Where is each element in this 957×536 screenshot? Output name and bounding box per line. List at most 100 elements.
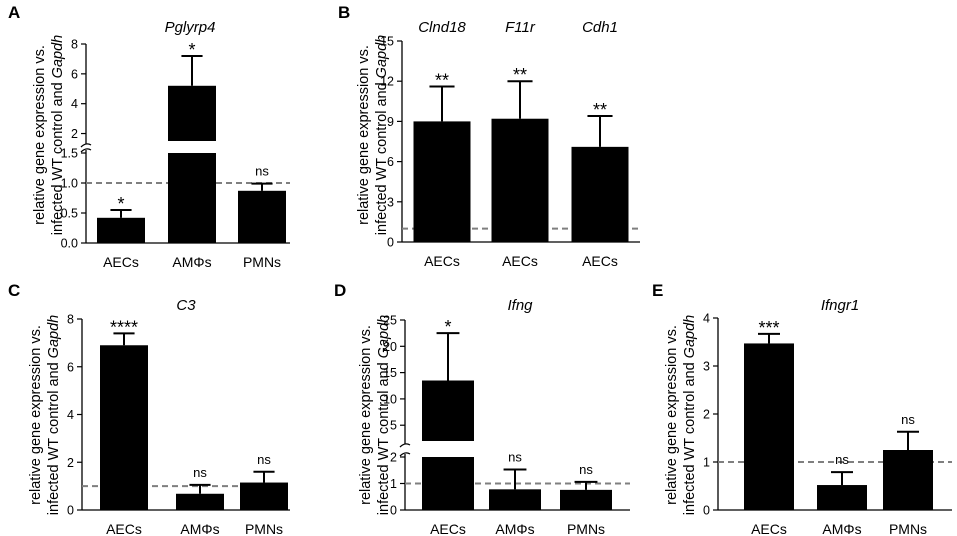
bar [176,493,224,510]
panel-c-categories: AECs AMΦs PMNs [106,521,283,536]
panel-a-title: Pglyrp4 [165,19,216,36]
panel-d-label: D [334,281,346,300]
panel-b-bars: ** ** ** [402,65,640,242]
panel-a-label: A [8,3,20,22]
bar [238,190,286,243]
y-tick-label: 3 [703,360,710,374]
significance-label: ns [193,465,207,480]
panel-b-title-2: F11r [505,19,536,36]
panel-c-label: C [8,281,20,300]
bar [489,489,541,510]
panel-e: E Ifngr1 relative gene expression vs. in… [652,281,952,536]
category-label: AMΦs [172,254,211,270]
panel-d: D Ifng relative gene expression vs. infe… [334,281,630,536]
y-tick-label: 6 [71,67,78,81]
panel-c-ylabel-line1: relative gene expression vs. [28,325,44,505]
bar [97,217,145,243]
panel-b-ylabel-line2: infected WT control and Gapdh [374,35,390,235]
axis-break-mark-upper [399,443,411,448]
panel-d-ylabel-line1: relative gene expression vs. [358,325,374,505]
category-label: AECs [424,253,460,269]
bar [422,380,474,441]
panel-b: B Clnd18 F11r Cdh1 relative gene express… [338,3,640,269]
panel-a-bars: * * ns [86,40,290,243]
category-label: PMNs [889,521,927,536]
bar [240,482,288,510]
category-label: AMΦs [495,521,534,536]
bar [413,121,471,242]
y-tick-label: 10 [383,392,397,406]
y-tick-label: 1.5 [61,147,78,161]
bar-lower-segment [168,153,216,243]
panel-b-title-1: Clnd18 [418,19,466,36]
panel-a-ylabel-line2: infected WT control and Gapdh [50,35,66,235]
y-tick-label: 4 [67,408,74,422]
y-tick-label: 6 [67,360,74,374]
category-label: AECs [751,521,787,536]
y-tick-label: 0 [387,236,394,250]
panel-a-categories: AECs AMΦs PMNs [103,254,281,270]
y-tick-label: 8 [67,313,74,327]
significance-label: ns [255,164,269,179]
panel-d-categories: AECs AMΦs PMNs [430,521,605,536]
y-tick-label: 3 [387,195,394,209]
panel-b-categories: AECs AECs AECs [424,253,618,269]
y-tick-label: 15 [380,35,394,49]
y-tick-label: 25 [383,314,397,328]
panel-c: C C3 relative gene expression vs. infect… [8,281,290,536]
bar-lower-segment [422,457,474,510]
y-tick-label: 9 [387,115,394,129]
y-tick-label: 1 [390,477,397,491]
significance-label: ns [835,452,849,467]
bar [100,345,148,510]
y-tick-label: 4 [703,312,710,326]
bar [168,85,216,141]
significance-label: ns [901,412,915,427]
bar [571,146,629,242]
y-tick-label: 1.0 [61,177,78,191]
category-label: AECs [103,254,139,270]
category-label: AECs [582,253,618,269]
y-tick-label: 2 [390,451,397,465]
significance-label: ** [435,71,449,91]
axis-break-mark-upper [80,143,92,148]
panel-d-bars: * ns ns [405,317,630,510]
y-tick-label: 0 [67,504,74,518]
y-tick-label: 2 [71,127,78,141]
significance-label: ns [508,449,522,464]
panel-e-categories: AECs AMΦs PMNs [751,521,927,536]
bar [491,118,549,242]
panel-b-label: B [338,3,350,22]
y-tick-label: 20 [383,340,397,354]
panel-e-title: Ifngr1 [821,297,859,314]
panel-e-bars: *** ns ns [718,318,952,510]
panel-c-ylabel-line2: infected WT control and Gapdh [46,315,62,515]
panel-c-title: C3 [176,297,196,314]
category-label: AMΦs [822,521,861,536]
bar [817,485,867,510]
y-tick-label: 0 [390,504,397,518]
y-tick-label: 12 [380,75,394,89]
panel-a-ylabel-line1: relative gene expression vs. [32,45,48,225]
bar [883,450,933,510]
panel-e-ylabel-line2: infected WT control and Gapdh [682,315,698,515]
y-tick-label: 2 [67,456,74,470]
category-label: PMNs [245,521,283,536]
y-tick-label: 8 [71,38,78,52]
y-tick-label: 1 [703,456,710,470]
category-label: AECs [106,521,142,536]
panel-c-bars: **** ns ns [82,317,290,510]
y-tick-label: 0.0 [61,237,78,251]
bar [560,489,612,510]
significance-label: **** [110,317,138,337]
y-tick-label: 4 [71,97,78,111]
significance-label: ** [593,100,607,120]
significance-label: *** [758,318,779,338]
y-tick-label: 15 [383,366,397,380]
bar [744,343,794,510]
significance-label: * [188,40,195,60]
y-tick-label: 6 [387,155,394,169]
axis-break-mark-lower [80,148,92,153]
